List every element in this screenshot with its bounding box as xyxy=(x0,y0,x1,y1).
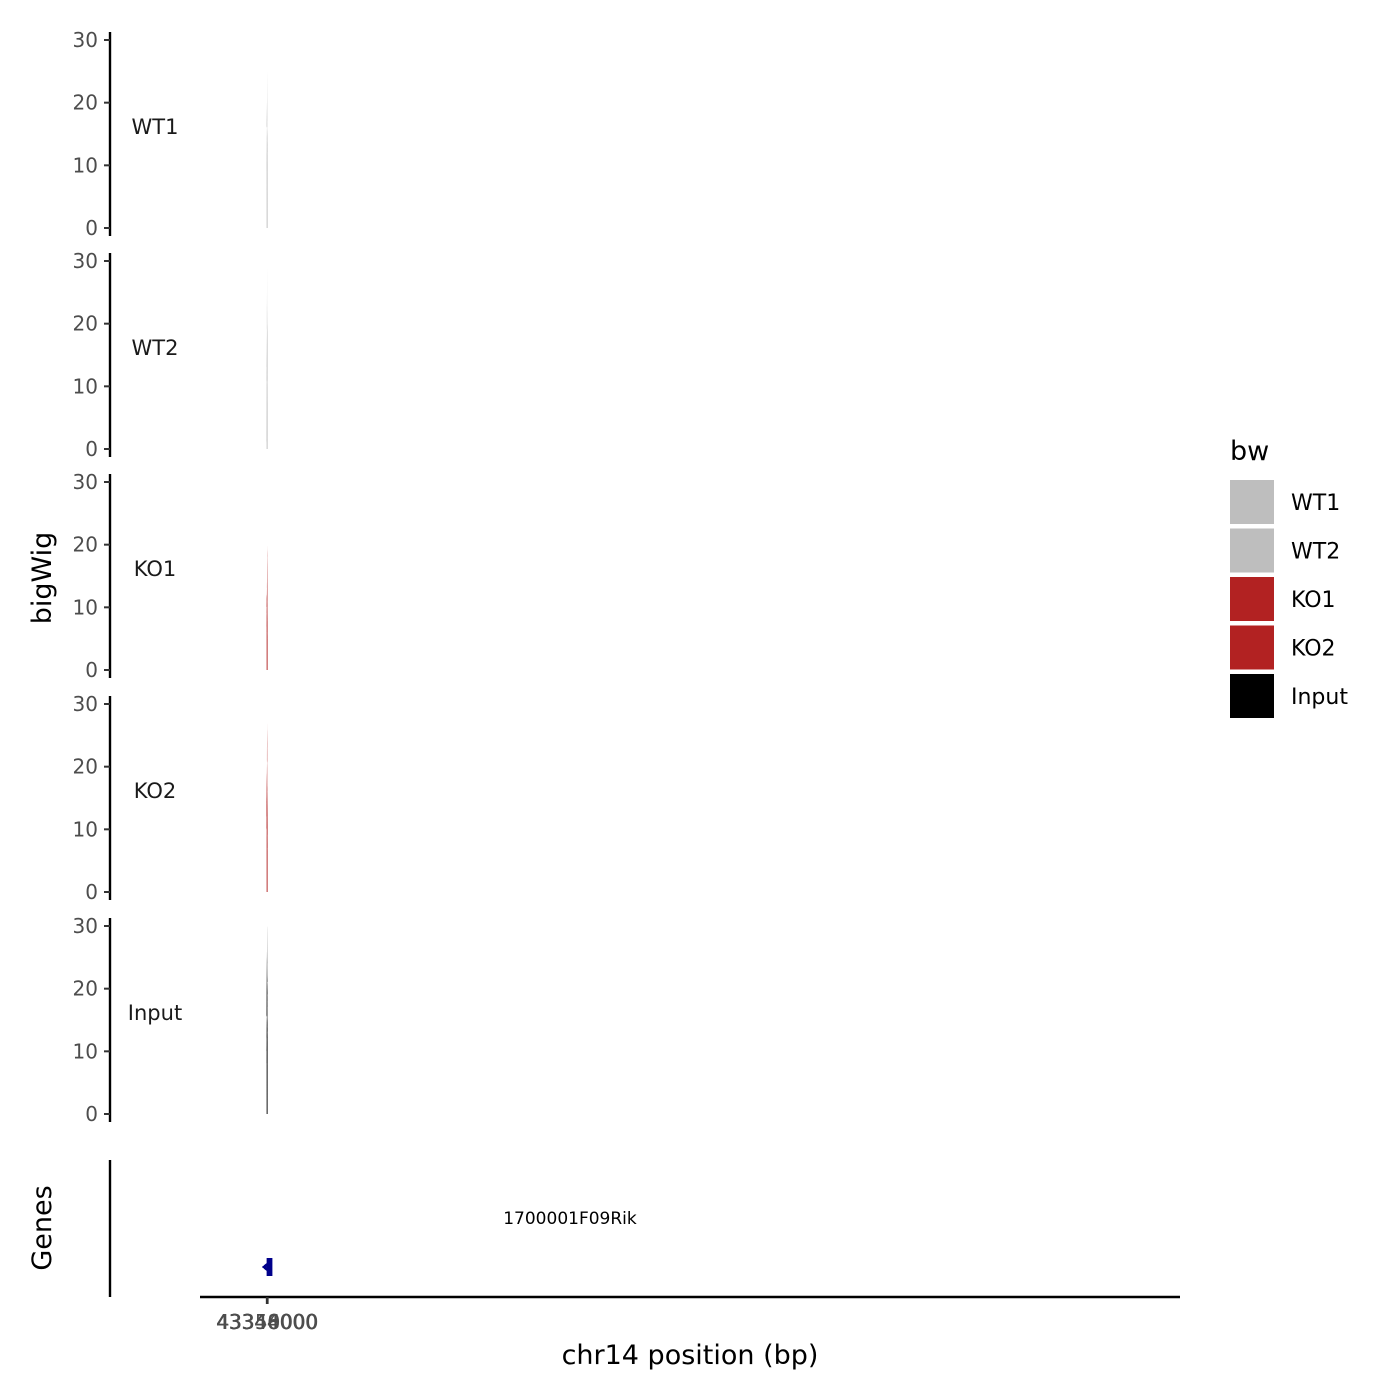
y-tick-label: 20 xyxy=(73,533,98,557)
x-tick-label: 43346000 xyxy=(216,1310,318,1334)
genes-track-title: Genes xyxy=(27,1185,58,1270)
axes: 0 10 20 30 0 10 20 30 0 10 20 30 0 10 20 30 0 10 20 30 43344… xyxy=(73,28,1180,1334)
y-axis-title: bigWig xyxy=(27,532,58,625)
y-tick-label: 20 xyxy=(73,91,98,115)
area-input xyxy=(266,925,268,1114)
y-tick-label: 0 xyxy=(85,216,98,240)
y-tick-label: 20 xyxy=(73,977,98,1001)
track-label-input: Input xyxy=(128,1001,182,1025)
y-tick-label: 10 xyxy=(73,817,98,841)
x-axis-title: chr14 position (bp) xyxy=(562,1340,819,1371)
legend-swatch-wt1 xyxy=(1230,480,1274,524)
x-tick-label: 43348000 xyxy=(216,1310,318,1334)
legend-swatch-wt2 xyxy=(1230,528,1274,573)
x-tick-label: 43344000 xyxy=(216,1310,318,1334)
track-label-ko1: KO1 xyxy=(134,557,177,581)
y-tick-label: 10 xyxy=(73,595,98,619)
y-tick-label: 0 xyxy=(85,880,98,904)
legend-title: bw xyxy=(1230,436,1269,467)
track-label-wt2: WT2 xyxy=(132,336,179,360)
y-tick-label: 30 xyxy=(73,470,98,494)
track-panel-input: Input xyxy=(128,925,268,1114)
track-label-ko2: KO2 xyxy=(134,779,177,803)
legend-label-wt1: WT1 xyxy=(1291,491,1340,516)
track-panel-wt1: WT1 xyxy=(132,71,268,228)
y-tick-label: 20 xyxy=(73,312,98,336)
legend-swatch-input xyxy=(1230,674,1274,718)
area-ko1 xyxy=(266,544,268,670)
legend: bw WT1 WT2 KO1 KO2 Input xyxy=(1230,436,1348,718)
legend-label-ko1: KO1 xyxy=(1291,588,1336,613)
y-tick-label: 0 xyxy=(85,1102,98,1126)
y-tick-label: 10 xyxy=(73,1039,98,1063)
y-tick-label: 30 xyxy=(73,28,98,52)
track-panel-ko1: KO1 xyxy=(134,544,268,670)
legend-swatch-ko1 xyxy=(1230,577,1274,621)
x-tick-label: 43350000 xyxy=(217,1310,319,1334)
gene-name-label: 1700001F09Rik xyxy=(503,1209,637,1229)
area-wt2 xyxy=(266,267,268,449)
track-panel-ko2: KO2 xyxy=(134,722,268,892)
y-tick-label: 30 xyxy=(73,914,98,938)
legend-label-input: Input xyxy=(1291,685,1348,710)
gene-exon xyxy=(267,1258,273,1276)
legend-label-wt2: WT2 xyxy=(1291,540,1340,565)
y-tick-label: 0 xyxy=(85,658,98,682)
bigwig-tracks: WT1 WT2 KO1 KO2 Input xyxy=(128,71,268,1114)
track-label-wt1: WT1 xyxy=(132,115,179,139)
track-panel-wt2: WT2 xyxy=(132,267,268,449)
y-tick-label: 10 xyxy=(73,153,98,177)
legend-swatch-ko2 xyxy=(1230,625,1274,670)
legend-label-ko2: KO2 xyxy=(1291,637,1336,662)
area-ko2 xyxy=(266,722,268,892)
y-tick-label: 30 xyxy=(73,692,98,716)
y-tick-label: 20 xyxy=(73,755,98,779)
y-tick-label: 30 xyxy=(73,249,98,273)
y-tick-label: 10 xyxy=(73,374,98,398)
y-tick-label: 0 xyxy=(85,437,98,461)
gene-track: 1700001F09Rik xyxy=(262,1209,637,1276)
area-wt1 xyxy=(266,71,268,228)
